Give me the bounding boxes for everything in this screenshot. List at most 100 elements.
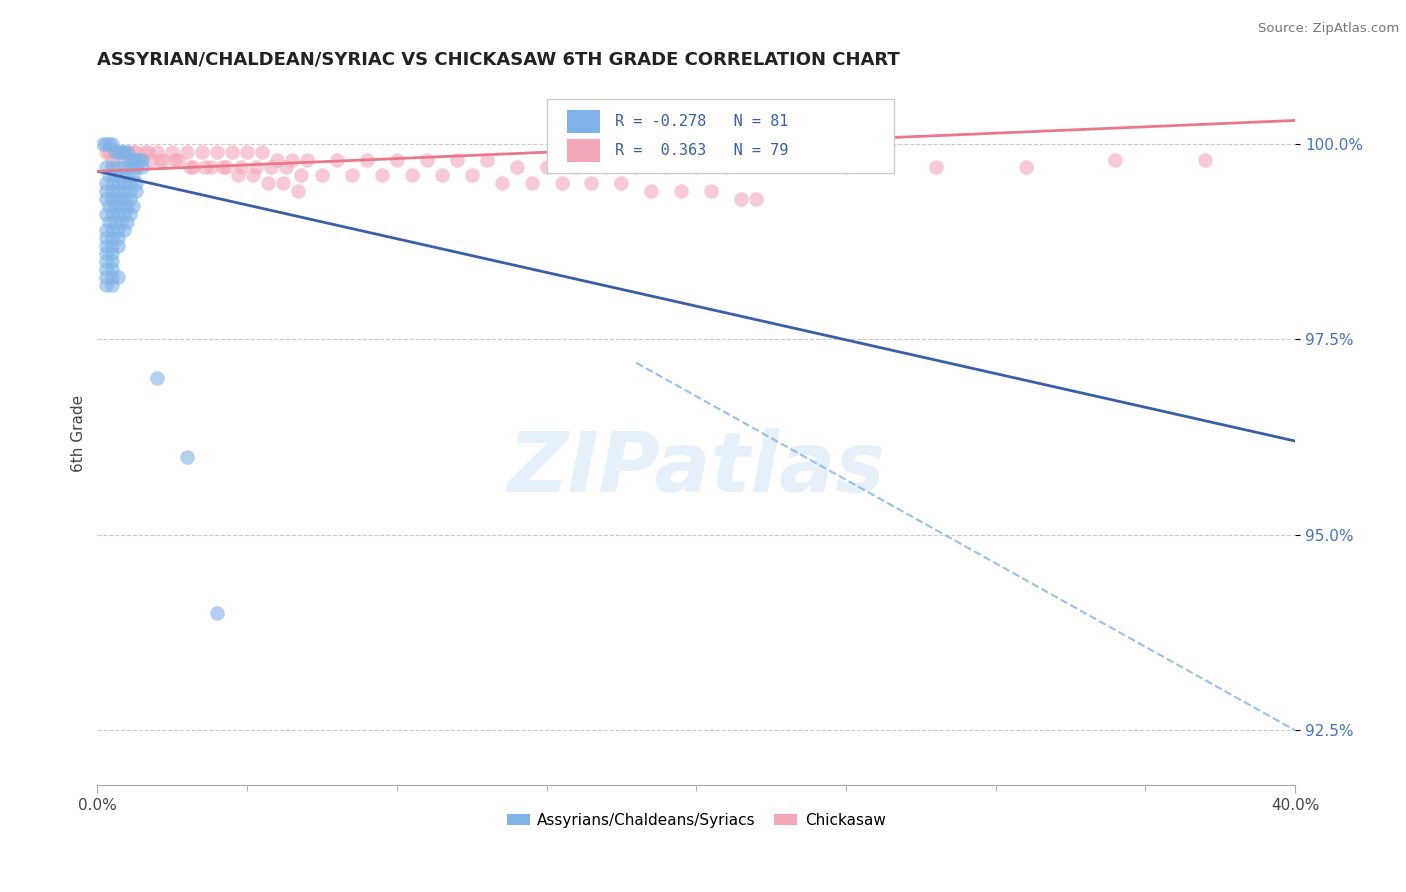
Point bbox=[581, 176, 603, 190]
Point bbox=[716, 161, 738, 175]
Point bbox=[96, 262, 118, 277]
Point bbox=[120, 184, 142, 198]
Point bbox=[356, 153, 378, 167]
Point bbox=[655, 161, 678, 175]
Point bbox=[91, 136, 114, 151]
Point bbox=[146, 145, 169, 159]
Point bbox=[326, 153, 349, 167]
Point bbox=[125, 176, 148, 190]
Point bbox=[112, 184, 135, 198]
Point bbox=[152, 153, 174, 167]
Point bbox=[181, 161, 204, 175]
Y-axis label: 6th Grade: 6th Grade bbox=[72, 394, 86, 472]
Point bbox=[101, 223, 124, 237]
Point bbox=[205, 606, 228, 620]
Point bbox=[110, 145, 132, 159]
Point bbox=[101, 246, 124, 260]
Point bbox=[146, 371, 169, 385]
Point bbox=[149, 153, 172, 167]
Point bbox=[101, 207, 124, 221]
Point bbox=[96, 246, 118, 260]
Text: R = -0.278   N = 81: R = -0.278 N = 81 bbox=[614, 113, 789, 128]
Point bbox=[176, 145, 198, 159]
Text: Source: ZipAtlas.com: Source: ZipAtlas.com bbox=[1258, 22, 1399, 36]
Point bbox=[287, 184, 309, 198]
Point bbox=[446, 153, 468, 167]
Point bbox=[176, 450, 198, 464]
Point bbox=[107, 192, 129, 206]
Point bbox=[260, 161, 283, 175]
Point bbox=[430, 168, 453, 182]
FancyBboxPatch shape bbox=[567, 139, 600, 162]
Point bbox=[281, 153, 304, 167]
Point bbox=[101, 153, 124, 167]
Point bbox=[520, 176, 543, 190]
Point bbox=[107, 231, 129, 245]
Point bbox=[205, 145, 228, 159]
Point bbox=[96, 223, 118, 237]
Point bbox=[101, 254, 124, 268]
Point bbox=[925, 161, 948, 175]
Point bbox=[96, 192, 118, 206]
Point bbox=[290, 168, 312, 182]
Point bbox=[112, 145, 135, 159]
Point bbox=[107, 269, 129, 284]
Point bbox=[101, 231, 124, 245]
Point bbox=[491, 176, 513, 190]
Point bbox=[125, 153, 148, 167]
Point bbox=[125, 153, 148, 167]
Point bbox=[266, 153, 288, 167]
Point bbox=[128, 153, 150, 167]
Point bbox=[98, 168, 121, 182]
Point bbox=[194, 161, 217, 175]
Point bbox=[1104, 153, 1126, 167]
Point bbox=[112, 176, 135, 190]
Point bbox=[229, 161, 252, 175]
Point bbox=[104, 145, 127, 159]
Point bbox=[98, 145, 121, 159]
Point bbox=[117, 145, 139, 159]
Point bbox=[96, 176, 118, 190]
Point bbox=[101, 184, 124, 198]
Point bbox=[110, 199, 132, 213]
Point bbox=[274, 161, 297, 175]
Point bbox=[550, 176, 572, 190]
Point bbox=[120, 161, 142, 175]
Point bbox=[98, 215, 121, 229]
Point bbox=[117, 215, 139, 229]
Point bbox=[101, 269, 124, 284]
Point bbox=[112, 207, 135, 221]
Point bbox=[460, 168, 482, 182]
Text: R =  0.363   N = 79: R = 0.363 N = 79 bbox=[614, 143, 789, 158]
Point bbox=[125, 145, 148, 159]
Point bbox=[107, 176, 129, 190]
Point bbox=[110, 168, 132, 182]
Text: ZIPatlas: ZIPatlas bbox=[508, 428, 886, 509]
Point bbox=[120, 153, 142, 167]
Point bbox=[112, 192, 135, 206]
Point bbox=[107, 145, 129, 159]
Point bbox=[595, 161, 617, 175]
Point bbox=[117, 145, 139, 159]
Point bbox=[96, 136, 118, 151]
Point bbox=[385, 153, 408, 167]
FancyBboxPatch shape bbox=[547, 99, 894, 173]
Point bbox=[98, 136, 121, 151]
Point bbox=[101, 136, 124, 151]
Point bbox=[96, 207, 118, 221]
Point bbox=[107, 207, 129, 221]
Point bbox=[101, 161, 124, 175]
Point bbox=[96, 269, 118, 284]
Point bbox=[110, 215, 132, 229]
Point bbox=[141, 153, 163, 167]
Point bbox=[117, 168, 139, 182]
Point bbox=[626, 161, 648, 175]
Point bbox=[167, 153, 190, 167]
Point bbox=[565, 161, 588, 175]
Point bbox=[107, 161, 129, 175]
Point bbox=[98, 199, 121, 213]
Point bbox=[1194, 153, 1216, 167]
Point bbox=[122, 168, 145, 182]
Point bbox=[1014, 161, 1036, 175]
Point bbox=[101, 176, 124, 190]
